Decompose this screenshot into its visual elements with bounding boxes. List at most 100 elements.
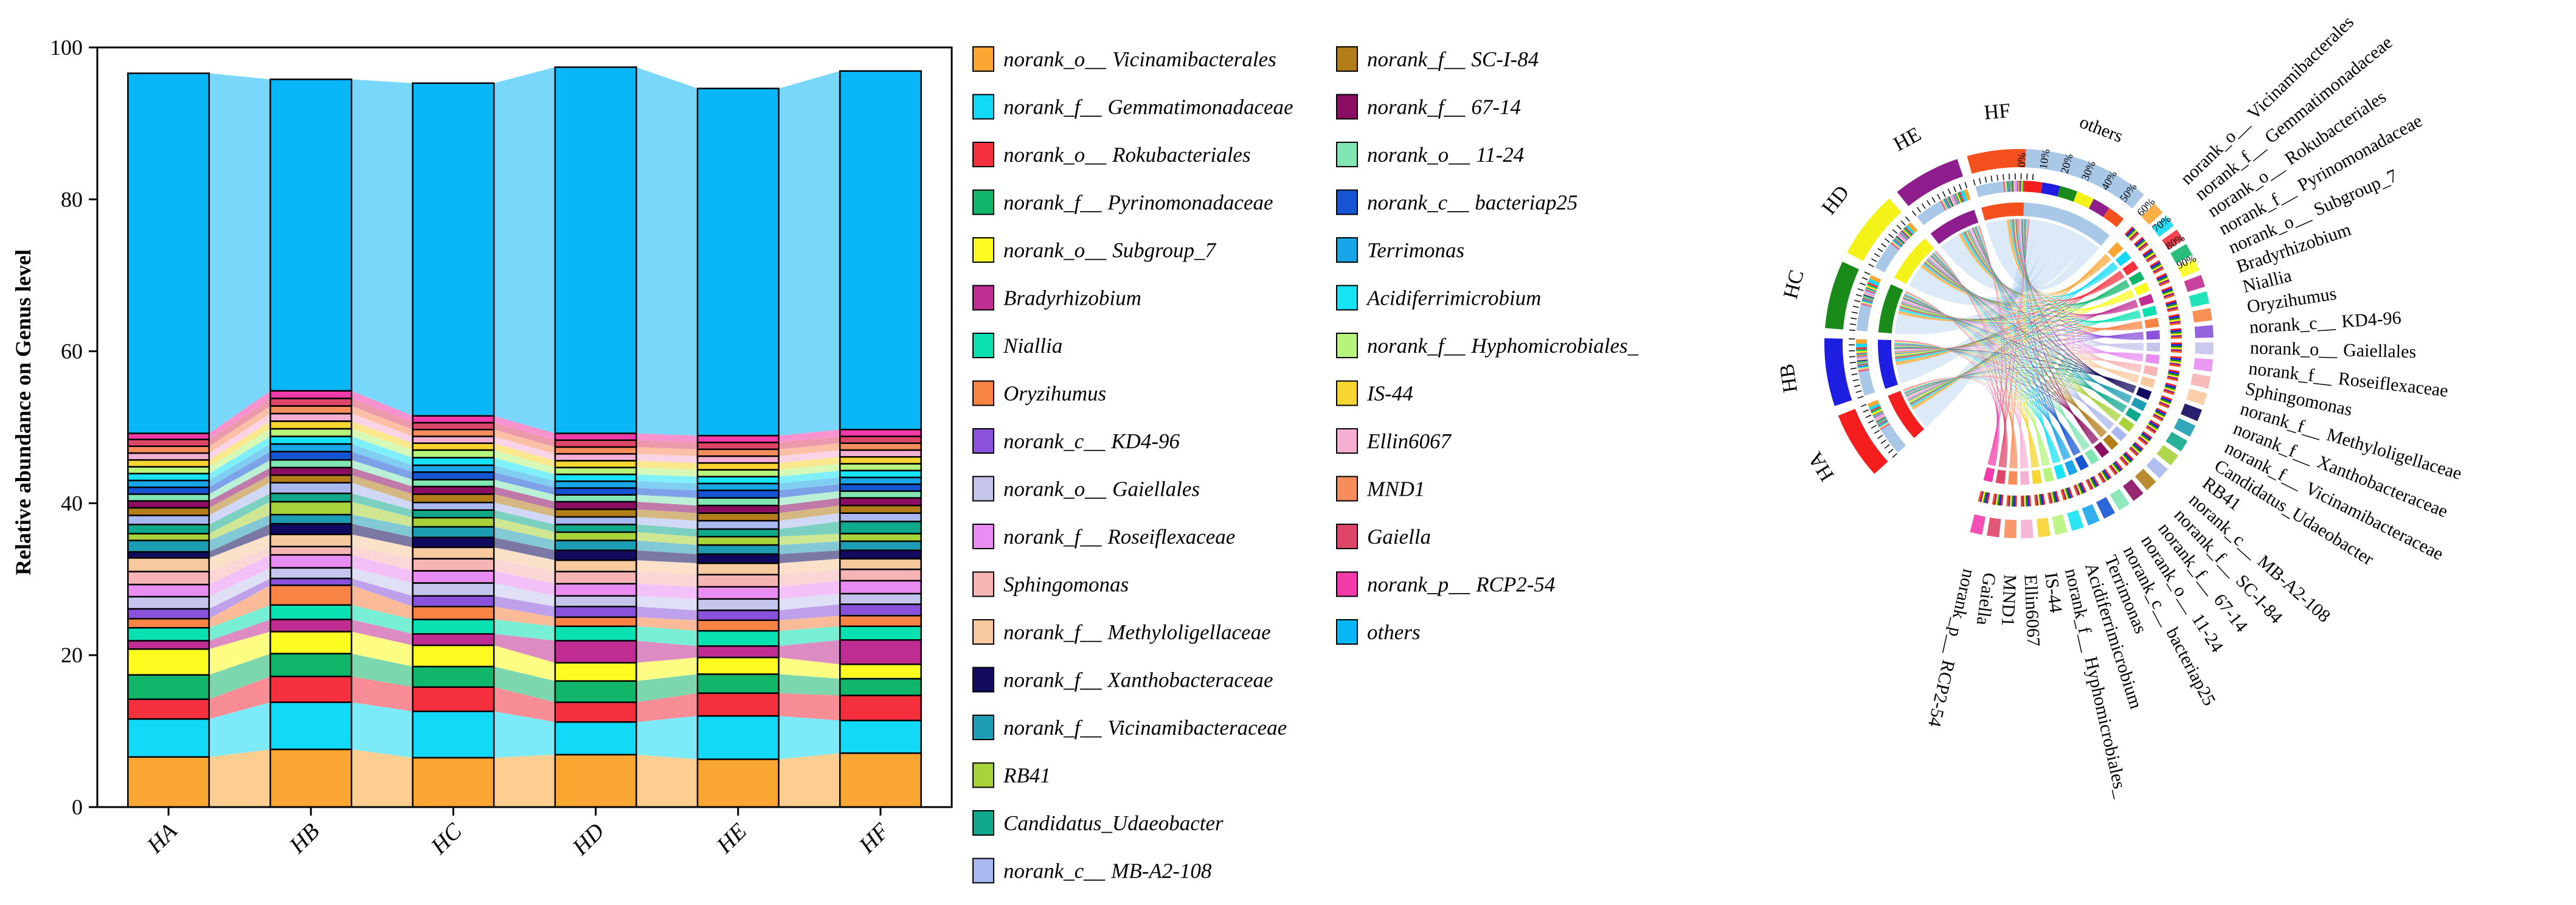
- legend-item: norank_f__ Roseiflexaceae: [972, 524, 1235, 549]
- taxon-inner-arc: [2008, 471, 2018, 485]
- taxon-mid-seg: [2170, 357, 2181, 361]
- bar-segment-Acidiferrimicrobium: [412, 457, 495, 466]
- sample-mid-seg: [1863, 295, 1874, 299]
- taxon-mid-seg: [2148, 422, 2159, 430]
- taxon-mid-seg: [2088, 198, 2110, 217]
- ring-tick: [1861, 277, 1868, 280]
- legend-label: norank_o__ Gaiellales: [1003, 477, 1200, 501]
- taxon-mid-seg: [2008, 495, 2010, 507]
- sample-mid-seg: [2013, 181, 2015, 192]
- taxon-mid-seg: [2066, 487, 2072, 499]
- legend-swatch: [1336, 571, 1358, 597]
- legend-swatch: [1336, 380, 1358, 406]
- taxon-mid-seg: [2159, 280, 2170, 287]
- band-norank_c__MB-A2-108-HE: [778, 513, 840, 529]
- band-Bradyrhizobium-HB: [351, 619, 413, 645]
- ring-tick: [1888, 448, 1894, 454]
- taxon-mid-seg: [2119, 457, 2128, 466]
- bar-legend: norank_o__ Vicinamibacterales norank_f__ Ge…: [972, 46, 1639, 884]
- band-norank_p__RCP2-54-HC: [494, 415, 555, 440]
- band-norank_o__11-24-HA: [209, 460, 271, 501]
- taxon-mid-seg: [2170, 330, 2182, 333]
- bar-segment-IS-44: [554, 460, 637, 468]
- sample-mid-seg: [1871, 407, 1882, 414]
- taxon-mid-seg: [2073, 485, 2079, 496]
- sample-mid-seg: [1899, 232, 1908, 240]
- sample-mid-seg: [1900, 231, 1909, 240]
- sample-mid-seg: [2017, 181, 2018, 192]
- sample-mid-seg: [2005, 181, 2007, 192]
- bar-segment-norank_o__Rokubacteriales: [127, 698, 210, 720]
- band-norank_f__Roseiflexaceae-HD: [636, 583, 698, 599]
- bar-HE: [696, 88, 780, 808]
- band-Acidiferrimicrobium-HA: [209, 436, 271, 480]
- bar-segment-Ellin6067: [127, 452, 210, 461]
- ring-tick: [1851, 367, 1857, 370]
- sample-outer-arc-HD: [1847, 198, 1902, 262]
- band-norank_o__Subgroup_7-HC: [494, 645, 555, 681]
- taxon-mid-seg: [2170, 342, 2182, 344]
- bar-segment-norank_o__Vicinamibacterales: [696, 758, 780, 808]
- sample-mid-seg: [1877, 418, 1887, 425]
- band-Sphingomonas-HA: [209, 546, 271, 585]
- taxon-mid-seg: [2113, 461, 2122, 471]
- sample-mid-seg: [1947, 196, 1953, 207]
- chord-link-HC-norank_f__Gemmatimonadaceae: [1899, 264, 2116, 321]
- sample-mid-seg: [1879, 422, 1889, 429]
- bar-segment-Terrimonas: [269, 443, 353, 452]
- bar-segment-norank_f__Hyphomicrobiales_: [696, 469, 780, 477]
- taxon-mid-seg: [2149, 260, 2160, 268]
- taxon-mid-seg: [2027, 495, 2030, 507]
- taxon-mid-seg: [2170, 361, 2181, 364]
- bar-HB: [269, 78, 353, 808]
- taxon-mid-seg: [2170, 328, 2182, 331]
- bar-segments: [127, 66, 922, 808]
- bar-segment-IS-44: [269, 420, 353, 430]
- ring-tick: [2009, 173, 2010, 180]
- legend-label: Oryzihumus: [1003, 382, 1106, 406]
- sample-mid-seg: [1857, 362, 1869, 365]
- ring-tick: [1880, 439, 1886, 444]
- legend-item: Gaiella: [1336, 524, 1431, 549]
- band-norank_f__Hyphomicrobiales_-HE: [778, 463, 840, 477]
- sample-mid-seg: [1948, 196, 1954, 207]
- taxon-inner-arc: [2043, 467, 2054, 482]
- sample-mid-seg: [1874, 414, 1885, 420]
- sample-mid-seg: [1941, 200, 1947, 210]
- taxon-inner-arc: [2031, 470, 2042, 484]
- taxon-mid-seg: [2097, 473, 2105, 484]
- sample-mid-seg: [1952, 194, 1958, 205]
- taxon-mid-seg: [2093, 476, 2100, 487]
- taxon-mid-seg: [2169, 321, 2181, 324]
- legend-swatch: [972, 571, 994, 597]
- bar-segment-norank_o__Subgroup_7: [696, 656, 780, 675]
- taxon-mid-seg: [2169, 362, 2181, 366]
- ring-tick: [1885, 238, 1890, 243]
- sample-mid-seg: [1865, 288, 1877, 293]
- sample-mid-seg: [1858, 368, 1869, 371]
- band-norank_f__Vicinamibacteraceae-HC: [494, 527, 555, 550]
- taxon-mid-seg: [2165, 384, 2176, 389]
- taxon-mid-seg: [1981, 491, 1986, 503]
- taxon-outer-arc: [2190, 373, 2211, 389]
- band-norank_o__11-24-HB: [351, 460, 413, 487]
- legend-item: norank_o__ Subgroup_7: [972, 237, 1216, 263]
- bar-segment-norank_f__67-14: [269, 466, 353, 476]
- taxon-inner-arc: [2064, 460, 2078, 476]
- legend-swatch: [972, 428, 994, 454]
- taxon-label: MND1: [1998, 574, 2020, 626]
- taxon-mid-seg: [2125, 227, 2135, 237]
- sample-mid-seg: [2015, 181, 2017, 192]
- taxon-mid-seg: [2158, 277, 2169, 284]
- ring-tick: [1849, 329, 1855, 331]
- band-norank_f__Xanthobacteraceae-HD: [636, 550, 698, 564]
- taxon-inner-arc: [2131, 397, 2147, 411]
- taxon-mid-seg: [2168, 369, 2180, 373]
- band-Oryzihumus-HC: [494, 606, 555, 626]
- taxon-mid-seg: [2024, 495, 2026, 507]
- bar-segment-norank_o__11-24: [839, 490, 922, 499]
- sample-mid-seg: [2012, 181, 2014, 192]
- taxon-mid-seg: [2169, 322, 2181, 326]
- ring-tick: [2032, 173, 2034, 181]
- legend-item: norank_p__ RCP2-54: [1336, 571, 1555, 597]
